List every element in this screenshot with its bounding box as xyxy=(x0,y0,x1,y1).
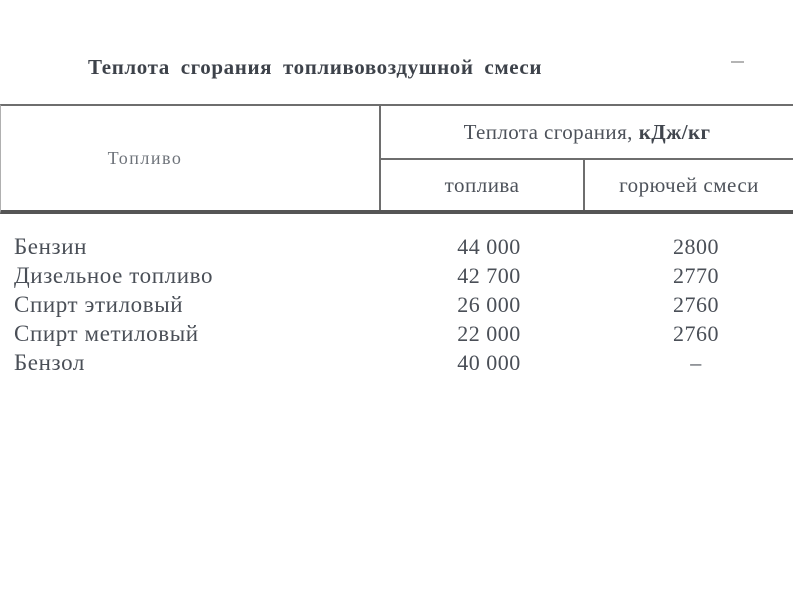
subheader-fuel: топлива xyxy=(381,160,585,210)
mixture-heat-value: – xyxy=(690,350,702,375)
fuel-name: Дизельное топливо xyxy=(14,263,214,288)
mixture-heat-value: 2800 xyxy=(673,234,719,259)
fuel-name: Бензол xyxy=(14,350,85,375)
fuel-name: Спирт этиловый xyxy=(14,292,184,317)
table-row: Спирт этиловый 26 000 2760 xyxy=(0,290,792,319)
header-cell-heat-group: Теплота сгорания, кДж/кг топлива горючей… xyxy=(381,106,793,210)
heat-group-header-text: Теплота сгорания, xyxy=(463,119,633,144)
table-row: Дизельное топливо 42 700 2770 xyxy=(0,261,792,290)
page-title: Теплота сгорания топливовоздушной смеси xyxy=(88,55,543,79)
fuel-heat-value: 44 000 xyxy=(457,234,521,259)
table-row: Бензин 44 000 2800 xyxy=(0,232,792,261)
fuel-name: Спирт метиловый xyxy=(14,321,199,346)
fuel-heat-value: 26 000 xyxy=(457,292,521,317)
heat-group-header: Теплота сгорания, кДж/кг xyxy=(381,106,793,160)
table-header: Топливо Теплота сгорания, кДж/кг топлива… xyxy=(0,104,793,214)
table-row: Спирт метиловый 22 000 2760 xyxy=(0,319,792,348)
table-body: Бензин 44 000 2800 Дизельное топливо 42 … xyxy=(0,232,792,377)
fuel-heat-value: 42 700 xyxy=(457,263,521,288)
fuel-heat-value: 40 000 xyxy=(457,350,521,375)
table-row: Бензол 40 000 – xyxy=(0,348,792,377)
heat-group-header-unit: кДж/кг xyxy=(638,119,711,144)
mixture-heat-value: 2760 xyxy=(673,292,719,317)
heat-subheaders: топлива горючей смеси xyxy=(381,160,793,210)
mixture-heat-value: 2770 xyxy=(673,263,719,288)
scan-artifact-dash xyxy=(731,61,744,63)
fuel-heat-value: 22 000 xyxy=(457,321,521,346)
header-cell-fuel: Топливо xyxy=(1,106,381,210)
mixture-heat-value: 2760 xyxy=(673,321,719,346)
fuel-column-header-label: Топливо xyxy=(107,147,183,168)
fuel-name: Бензин xyxy=(14,234,88,259)
subheader-mixture: горючей смеси xyxy=(619,172,759,197)
